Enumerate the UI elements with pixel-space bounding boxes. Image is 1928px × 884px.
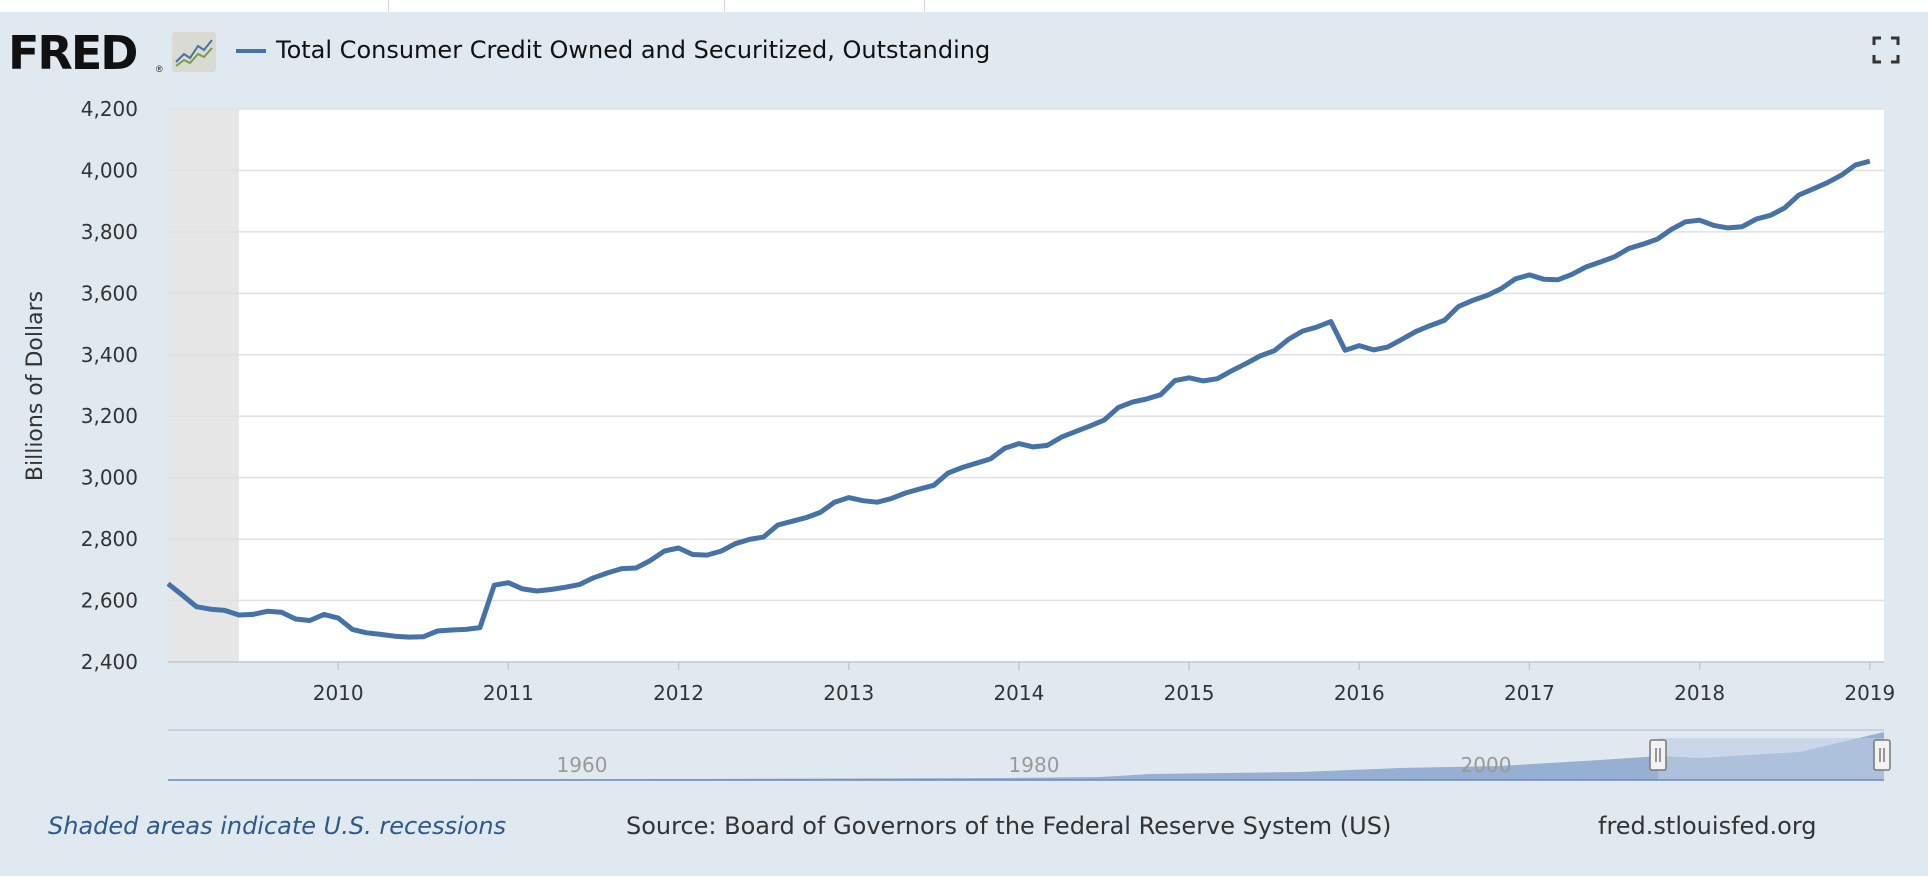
chart: 2,400 2,600 2,800 3,000 3,200 3,400 3,600 3,800… [23, 97, 1895, 781]
y-tick-label: 4,200 [81, 97, 138, 121]
recession-note: Shaded areas indicate U.S. recessions [48, 812, 507, 840]
fred-graph-icon [172, 32, 216, 72]
x-tick-label: 2012 [653, 681, 704, 705]
y-tick-label: 3,600 [81, 281, 138, 305]
top-divider [388, 0, 389, 12]
x-tick-label: 2010 [313, 681, 364, 705]
fred-logo[interactable]: FRED [8, 26, 138, 80]
x-tick-label: 2011 [483, 681, 534, 705]
legend-series-name: Total Consumer Credit Owned and Securiti… [276, 36, 991, 64]
plot-area [168, 109, 1884, 662]
navigator-tick-label: 1980 [1009, 753, 1060, 777]
top-divider [724, 0, 725, 12]
y-tick-label: 2,800 [81, 527, 138, 551]
fred-url-link[interactable]: fred.stlouisfed.org [1598, 812, 1817, 840]
navigator-tick-label: 2000 [1461, 753, 1512, 777]
recession-shade [168, 109, 239, 662]
fullscreen-icon[interactable] [1872, 36, 1900, 64]
y-tick-label: 2,400 [81, 650, 138, 674]
x-tick-label: 2018 [1674, 681, 1725, 705]
x-tick-label: 2017 [1504, 681, 1555, 705]
x-tick-label: 2016 [1334, 681, 1385, 705]
x-tick-label: 2014 [993, 681, 1044, 705]
y-axis-label: Billions of Dollars [23, 291, 48, 481]
x-tick-label: 2019 [1844, 681, 1895, 705]
legend-swatch [236, 49, 266, 53]
x-tick-label: 2015 [1164, 681, 1215, 705]
top-divider [924, 0, 925, 12]
x-tick-label: 2013 [823, 681, 874, 705]
navigator-handle[interactable] [1649, 739, 1667, 771]
y-tick-label: 4,000 [81, 158, 138, 182]
series-line [166, 158, 1871, 640]
navigator-tick-label: 1960 [557, 753, 608, 777]
y-tick-label: 2,600 [81, 589, 138, 613]
y-tick-label: 3,000 [81, 466, 138, 490]
y-tick-label: 3,800 [81, 220, 138, 244]
top-strip [0, 0, 1928, 12]
y-tick-label: 3,400 [81, 343, 138, 367]
bottom-strip [0, 876, 1928, 884]
navigator-selection [1658, 738, 1884, 780]
logo-registered-mark: ® [156, 64, 163, 74]
navigator-handle[interactable] [1873, 739, 1891, 771]
source-text: Source: Board of Governors of the Federa… [626, 812, 1392, 840]
navigator-area [168, 732, 1884, 780]
y-tick-label: 3,200 [81, 404, 138, 428]
